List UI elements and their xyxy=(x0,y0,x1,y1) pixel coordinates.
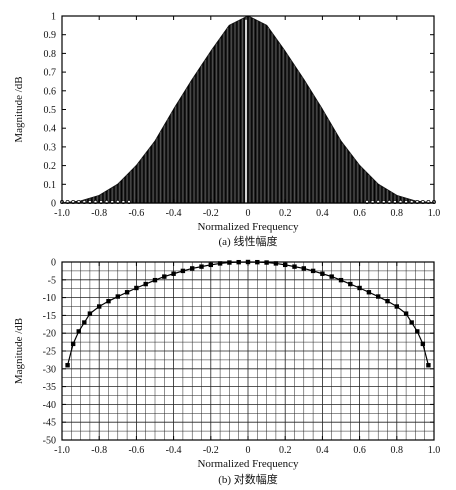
data-point xyxy=(115,294,120,299)
x-tick-label: -0.6 xyxy=(128,208,144,219)
y-tick-label: 0.3 xyxy=(44,142,57,153)
data-point xyxy=(357,285,362,291)
y-tick-label: -40 xyxy=(43,400,56,411)
y-tick-label: 0.7 xyxy=(44,68,57,79)
y-tick-label: 0.2 xyxy=(44,161,57,172)
x-tick-label: 0.8 xyxy=(391,445,404,456)
y-tick-label: -5 xyxy=(48,275,56,286)
data-point xyxy=(87,311,93,316)
data-point xyxy=(82,320,87,325)
y-tick-label: 0.5 xyxy=(44,105,57,116)
x-tick-label: 0.8 xyxy=(391,208,404,219)
x-tick-label: 0.4 xyxy=(316,208,329,219)
data-point xyxy=(376,294,381,299)
data-point xyxy=(426,363,431,368)
data-point xyxy=(409,320,414,325)
x-tick-label: -0.4 xyxy=(166,208,182,219)
y-tick-label: -30 xyxy=(43,364,56,375)
data-point xyxy=(348,281,353,287)
data-point xyxy=(134,285,139,291)
x-tick-label: -1.0 xyxy=(54,208,70,219)
y-tick-label: -45 xyxy=(43,418,56,429)
y-tick-label: -35 xyxy=(43,382,56,393)
chart-caption: (a) 线性幅度 xyxy=(219,234,278,248)
x-tick-label: -0.8 xyxy=(91,208,107,219)
data-point xyxy=(329,274,334,279)
y-tick-label: -25 xyxy=(43,347,56,358)
data-point xyxy=(320,271,325,276)
data-point xyxy=(366,290,372,295)
y-tick-label: -50 xyxy=(43,436,56,447)
data-point xyxy=(152,277,158,283)
y-tick-label: 0.9 xyxy=(44,30,57,41)
y-tick-label: -10 xyxy=(43,293,56,304)
x-tick-label: 1.0 xyxy=(428,208,441,219)
x-tick-label: 0.4 xyxy=(316,445,329,456)
x-tick-label: -0.2 xyxy=(203,208,219,219)
chart-panel-1: -1.0 -0.8 -0.6 -0.4 -0.2 0 0.2 0.4 0.6 0.8 1.0 0 -5 -… xyxy=(13,258,440,487)
x-tick-label: 0.2 xyxy=(279,208,292,219)
data-point xyxy=(403,311,409,316)
x-tick-label: -1.0 xyxy=(54,445,70,456)
series-stems xyxy=(63,16,433,203)
data-point xyxy=(190,266,195,271)
y-tick-label: 1 xyxy=(51,12,56,23)
data-point xyxy=(385,298,390,304)
x-axis-label: Normalized Frequency xyxy=(197,458,299,470)
x-tick-label: 0.2 xyxy=(279,445,292,456)
y-axis-label: Magnitude /dB xyxy=(13,76,25,142)
data-point xyxy=(217,261,223,266)
chart-panel-0: -1.0 -0.8 -0.6 -0.4 -0.2 0 0.2 0.4 0.6 0.8 1.0 0 0.1… xyxy=(13,12,440,249)
y-tick-label: 0 xyxy=(51,258,56,269)
data-point xyxy=(65,363,70,368)
data-point xyxy=(171,271,176,276)
data-point xyxy=(301,266,306,271)
data-point xyxy=(97,304,102,309)
y-axis-label: Magnitude /dB xyxy=(13,318,25,384)
data-point xyxy=(310,268,316,274)
data-point xyxy=(292,264,297,269)
x-tick-label: 0 xyxy=(246,445,251,456)
y-tick-label: 0.6 xyxy=(44,86,57,97)
x-tick-label: -0.8 xyxy=(91,445,107,456)
grid xyxy=(61,261,435,441)
data-point xyxy=(420,341,426,347)
y-tick-label: 0.1 xyxy=(44,180,57,191)
data-point xyxy=(143,281,148,287)
data-point xyxy=(199,264,204,269)
y-tick-label: 0 xyxy=(51,199,56,210)
data-point xyxy=(70,341,76,347)
data-point xyxy=(180,268,186,274)
chart-caption: (b) 对数幅度 xyxy=(218,472,278,486)
data-point xyxy=(415,329,420,334)
x-tick-label: 1.0 xyxy=(428,445,441,456)
y-tick-label: -15 xyxy=(43,311,56,322)
y-tick-label: -20 xyxy=(43,329,56,340)
x-tick-label: -0.2 xyxy=(203,445,219,456)
data-point xyxy=(106,298,111,304)
data-point xyxy=(162,274,167,279)
x-tick-label: -0.4 xyxy=(166,445,182,456)
data-point xyxy=(394,304,399,309)
x-tick-label: -0.6 xyxy=(128,445,144,456)
x-tick-label: 0.6 xyxy=(353,208,366,219)
data-point xyxy=(338,277,344,283)
x-tick-label: 0.6 xyxy=(353,445,366,456)
x-tick-label: 0 xyxy=(246,208,251,219)
data-point xyxy=(124,290,130,295)
y-tick-label: 0.8 xyxy=(44,49,57,60)
x-axis-label: Normalized Frequency xyxy=(197,221,299,233)
data-point xyxy=(273,261,279,266)
data-point xyxy=(76,329,81,334)
y-tick-label: 0.4 xyxy=(44,124,57,135)
